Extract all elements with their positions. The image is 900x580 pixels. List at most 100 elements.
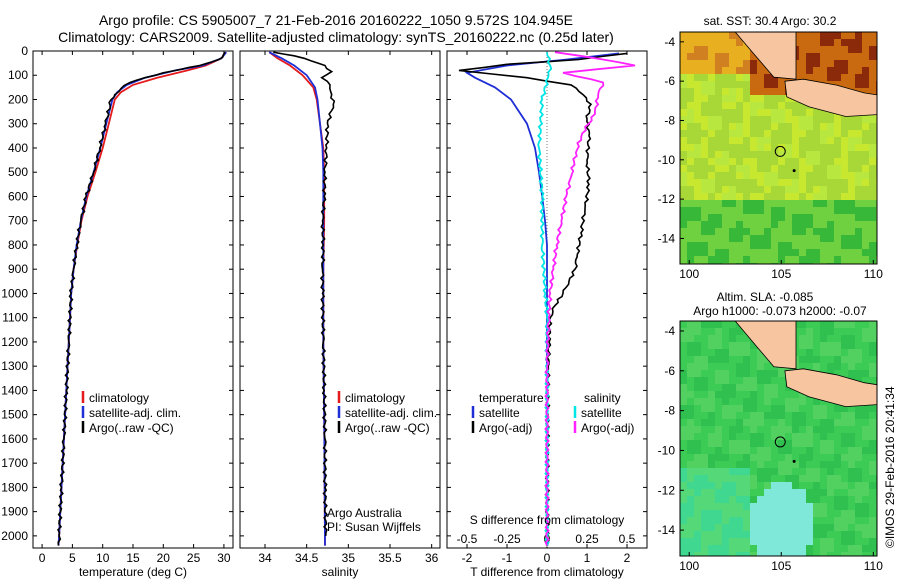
map-cell <box>806 426 814 434</box>
map-cell <box>715 123 723 131</box>
depth-tick-label: 600 <box>8 189 28 203</box>
map-cell <box>757 475 765 483</box>
map-cell <box>862 489 870 497</box>
map-cell <box>827 419 835 427</box>
map-cell <box>827 186 835 194</box>
x-tick-label: 35 <box>342 551 356 565</box>
series-line <box>458 52 628 546</box>
map-cell <box>694 363 702 371</box>
map-cell <box>806 116 814 124</box>
map-cell <box>848 405 856 413</box>
map-cell <box>834 412 842 420</box>
map-cell <box>694 235 702 243</box>
map-cell <box>848 524 856 532</box>
map-cell <box>827 221 835 229</box>
map-cell <box>869 496 877 504</box>
map-cell <box>841 39 849 47</box>
x-tick-label: 20 <box>157 551 171 565</box>
map-cell <box>729 468 737 476</box>
map-cell <box>827 60 835 68</box>
map-cell <box>701 447 709 455</box>
map-cell <box>841 482 849 490</box>
map-cell <box>715 517 723 525</box>
map-cell <box>827 440 835 448</box>
map-cell <box>750 426 758 434</box>
map-cell <box>736 53 744 61</box>
map-cell <box>729 419 737 427</box>
map-cell <box>722 242 730 250</box>
map-cell <box>792 489 800 497</box>
map-cell <box>715 510 723 518</box>
map-cell <box>736 88 744 96</box>
map-cell <box>743 384 751 392</box>
map-cell <box>778 88 786 96</box>
map-cell <box>743 130 751 138</box>
map-cell <box>862 235 870 243</box>
map-cell <box>750 256 758 264</box>
map-cell <box>834 53 842 61</box>
map-cell <box>701 165 709 173</box>
map-cell <box>827 228 835 236</box>
map-cell <box>855 39 863 47</box>
map-cell <box>799 328 807 336</box>
map-cell <box>834 249 842 257</box>
map-cell <box>687 165 695 173</box>
map-cell <box>778 531 786 539</box>
map-cell <box>855 235 863 243</box>
map-cell <box>736 356 744 364</box>
map-cell <box>771 172 779 180</box>
map-cell <box>848 221 856 229</box>
map-cell <box>729 405 737 413</box>
map-cell <box>820 356 828 364</box>
map-cell <box>694 377 702 385</box>
map-cell <box>820 363 828 371</box>
map-cell <box>694 186 702 194</box>
map-cell <box>757 503 765 511</box>
map-cell <box>680 377 688 385</box>
map-cell <box>729 242 737 250</box>
map-cell <box>813 32 821 40</box>
map-cell <box>715 151 723 159</box>
map-cell <box>799 433 807 441</box>
map-cell <box>750 228 758 236</box>
map-cell <box>799 130 807 138</box>
map-cell <box>701 412 709 420</box>
map-cell <box>855 419 863 427</box>
map-cell <box>701 370 709 378</box>
map-cell <box>806 32 814 40</box>
map-cell <box>792 249 800 257</box>
top-x-tick-label: 0.25 <box>575 532 599 546</box>
map-cell <box>680 426 688 434</box>
map-cell <box>757 496 765 504</box>
map-cell <box>869 328 877 336</box>
map-cell <box>750 517 758 525</box>
map-cell <box>757 130 765 138</box>
map-cell <box>869 158 877 166</box>
map-cell <box>687 186 695 194</box>
map-cell <box>792 447 800 455</box>
map-cell <box>806 200 814 208</box>
map-cell <box>813 454 821 462</box>
map-cell <box>862 200 870 208</box>
map-cell <box>750 74 758 82</box>
map-cell <box>799 256 807 264</box>
map-cell <box>841 60 849 68</box>
map-cell <box>785 95 793 103</box>
map-cell <box>820 517 828 525</box>
map-cell <box>855 32 863 40</box>
map-cell <box>813 186 821 194</box>
map-cell <box>869 377 877 385</box>
map-cell <box>820 242 828 250</box>
map-cell <box>827 335 835 343</box>
map-cell <box>827 524 835 532</box>
map-cell <box>687 454 695 462</box>
map-cell <box>680 179 688 187</box>
map-cell <box>869 228 877 236</box>
map-cell <box>729 32 737 40</box>
map-cell <box>820 158 828 166</box>
map-cell <box>799 419 807 427</box>
map-cell <box>771 102 779 110</box>
map-cell <box>785 489 793 497</box>
map-cell <box>820 552 828 556</box>
map-cell <box>708 447 716 455</box>
